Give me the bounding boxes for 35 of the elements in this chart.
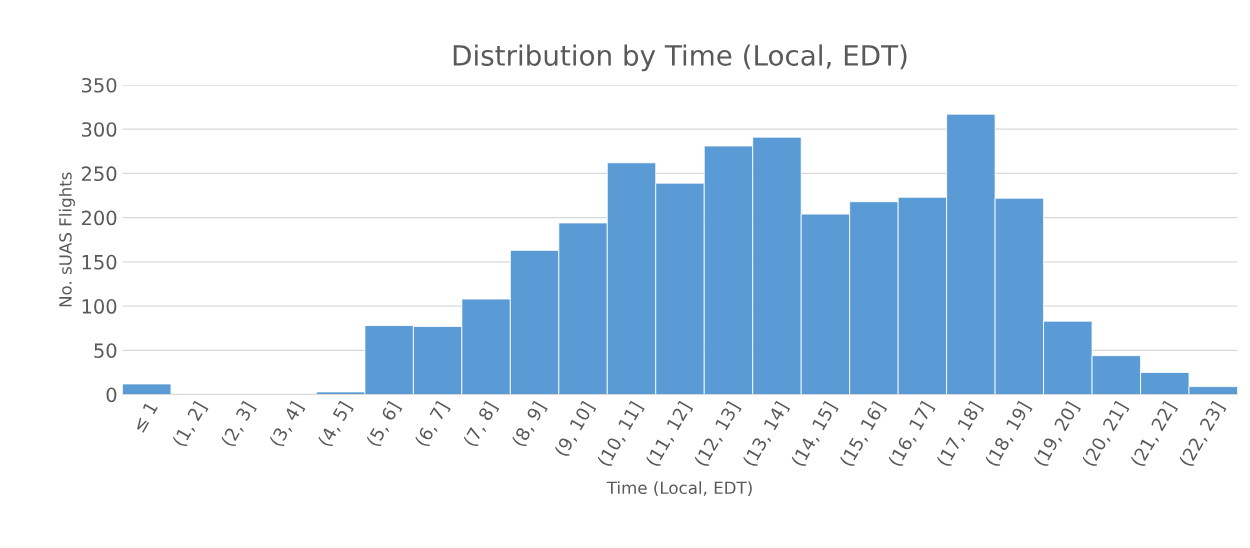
y-tick-label: 200: [81, 210, 117, 226]
x-tick-label: (14, 15]: [790, 400, 839, 469]
x-tick-label: (16, 17]: [887, 400, 936, 469]
x-tick-label: (22, 23]: [1178, 400, 1227, 469]
y-tick-label: 350: [82, 77, 117, 93]
x-tick-label: (10, 11]: [596, 400, 645, 469]
y-tick-label: 300: [82, 122, 117, 137]
x-tick-label: (7, 8]: [462, 400, 500, 449]
x-tick-label: (9, 10]: [553, 400, 597, 459]
x-tick-label: (12, 13]: [693, 400, 742, 469]
y-tick-label: 250: [81, 166, 117, 182]
x-tick-label: (13, 14]: [741, 400, 791, 469]
y-axis-title: No. sUAS Flights: [58, 172, 75, 307]
x-tick-label: (4, 5]: [317, 400, 354, 449]
x-tick-label: (21, 22]: [1129, 400, 1178, 469]
x-tick-label: (3, 4]: [268, 400, 306, 449]
x-tick-label: (20, 21]: [1081, 400, 1130, 469]
y-tick-label: 50: [94, 343, 117, 358]
y-tick-label: 150: [82, 254, 117, 270]
x-tick-label: (2, 3]: [220, 400, 257, 449]
x-tick-label: ≤ 1: [132, 401, 158, 433]
x-tick-label: (18, 19]: [984, 400, 1033, 469]
x-tick-label: (8, 9]: [511, 400, 548, 449]
x-tick-label: (6, 7]: [414, 400, 451, 449]
x-axis-title: Time (Local, EDT): [606, 481, 752, 497]
x-tick-label: (17, 18]: [935, 400, 985, 469]
x-tick-label: (19, 20]: [1032, 400, 1081, 469]
y-tick-label: 100: [82, 299, 117, 314]
x-tick-label: (1, 2]: [171, 400, 209, 449]
chart-title: Distribution by Time (Local, EDT): [453, 44, 907, 72]
x-tick-label: (5, 6]: [365, 400, 403, 449]
bar: [122, 383, 172, 395]
x-tick-label: (15, 16]: [838, 400, 888, 469]
y-tick-label: 0: [106, 387, 117, 403]
x-tick-label: (11, 12]: [645, 400, 694, 469]
